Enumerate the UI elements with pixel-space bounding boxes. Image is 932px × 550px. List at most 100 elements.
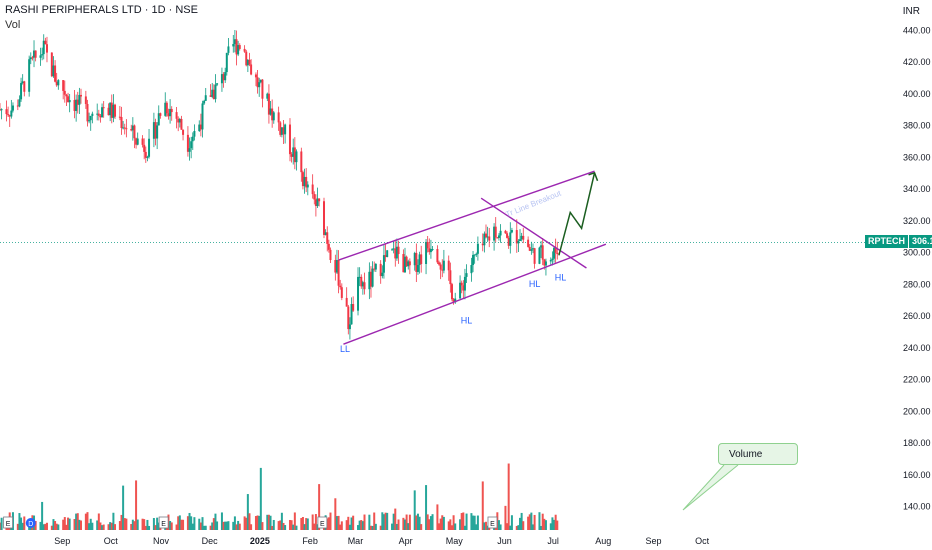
candle-body: [211, 89, 214, 97]
candle-body: [65, 94, 68, 97]
candle-body: [29, 57, 32, 60]
volume-bar: [0, 522, 1, 530]
volume-bar: [75, 513, 78, 530]
volume-bar: [41, 501, 44, 530]
earnings-marker-label: E: [6, 521, 11, 528]
candle-body: [102, 107, 105, 109]
candle-body: [177, 118, 180, 123]
volume-bar: [130, 524, 133, 530]
candle-body: [554, 247, 557, 253]
volume-bar: [246, 494, 249, 530]
candle-body: [78, 94, 81, 105]
volume-bar: [224, 521, 227, 530]
candle-body: [245, 51, 248, 66]
volume-bar: [101, 525, 104, 530]
candle-body: [295, 151, 298, 163]
candle-body: [520, 235, 523, 240]
earnings-marker-label: E: [161, 521, 166, 528]
volume-bar: [211, 522, 214, 530]
candle-body: [459, 282, 462, 299]
candle-body: [541, 245, 544, 260]
volume-bar: [345, 520, 348, 530]
volume-bar: [102, 524, 105, 530]
volume-bar: [39, 521, 42, 530]
candle-body: [284, 124, 287, 135]
candle-body: [248, 59, 251, 65]
candle-body: [452, 299, 455, 303]
candle-body: [350, 304, 353, 325]
candle-body: [519, 239, 522, 241]
volume-bar: [188, 512, 191, 530]
volume-bar: [510, 515, 513, 530]
volume-bar: [541, 513, 544, 530]
volume-bar: [177, 516, 180, 530]
volume-bar: [431, 514, 434, 530]
volume-bar: [391, 523, 394, 530]
volume-bar: [222, 521, 225, 530]
candle-body: [86, 104, 89, 122]
volume-bar: [141, 518, 144, 530]
candle-body: [531, 248, 534, 250]
volume-bar: [522, 521, 525, 530]
candle-body: [259, 79, 262, 83]
candle-body: [188, 148, 191, 152]
candle-body: [232, 44, 235, 47]
volume-bar: [404, 519, 406, 530]
candle-body: [130, 129, 133, 131]
volume-bar: [212, 518, 215, 530]
candle-body: [382, 255, 385, 273]
volume-bar: [305, 518, 308, 530]
candle-body: [499, 230, 502, 236]
candle-body: [50, 52, 53, 77]
volume-bar: [543, 518, 546, 530]
candle-body: [481, 243, 484, 246]
volume-bar: [131, 519, 134, 530]
volume-bar: [538, 512, 541, 530]
volume-bar: [78, 519, 81, 530]
candle-body: [394, 248, 397, 259]
candle-body: [439, 264, 442, 270]
candle-body: [254, 74, 257, 78]
volume-bar: [73, 519, 76, 530]
volume-bar: [110, 522, 113, 530]
volume-indicator-label[interactable]: Vol: [5, 19, 21, 31]
candle-body: [340, 287, 343, 298]
volume-bar: [96, 520, 99, 530]
candle-body: [323, 201, 325, 235]
volume-bar: [533, 514, 536, 530]
earnings-marker: [158, 516, 169, 529]
volume-bar: [232, 521, 235, 530]
candle-body: [447, 260, 450, 271]
volume-bar: [16, 523, 19, 530]
candle-body: [88, 120, 91, 122]
candle-body: [267, 93, 270, 115]
volume-bar: [220, 512, 223, 530]
candle-body: [339, 285, 342, 288]
candle-body: [483, 233, 486, 246]
volume-bar: [68, 518, 71, 530]
volume-bar: [114, 524, 117, 530]
volume-bar: [154, 525, 157, 530]
volume-bar: [156, 517, 159, 530]
volume-bar: [460, 513, 463, 530]
volume-bar: [358, 520, 361, 530]
channel-upper: [338, 170, 595, 261]
candle-body: [199, 124, 202, 130]
earnings-marker: [3, 516, 13, 529]
candle-body: [269, 108, 272, 115]
earnings-marker-label: E: [490, 521, 495, 528]
volume-bar: [397, 519, 400, 530]
candle-body: [300, 151, 303, 173]
volume-bar: [295, 525, 298, 530]
volume-bar: [476, 515, 479, 530]
volume-bar: [203, 525, 206, 530]
volume-bar: [340, 521, 343, 530]
candle-body: [314, 199, 317, 207]
candle-body: [357, 276, 360, 311]
volume-bar: [481, 481, 484, 530]
x-tick-label: Sep: [54, 536, 70, 546]
volume-bar: [191, 523, 194, 530]
candle-body: [233, 39, 236, 45]
